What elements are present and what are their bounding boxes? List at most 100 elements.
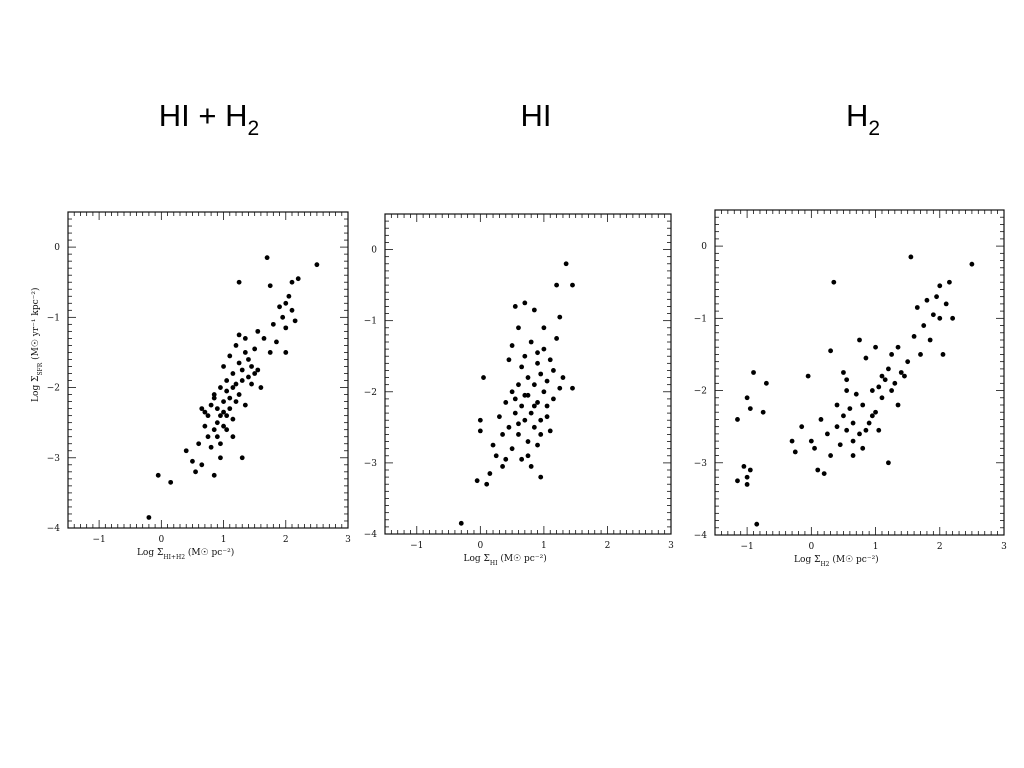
data-point [744,474,750,480]
data-point [283,300,289,306]
data-point [500,464,505,469]
data-point [246,374,251,380]
data-point [876,427,882,433]
data-point [554,336,559,341]
data-point [863,355,869,361]
data-point [792,449,798,455]
data-point [214,420,220,426]
y-tick-label: −3 [364,459,378,469]
data-point [286,293,292,299]
data-point [258,385,264,390]
data-point [289,279,295,285]
data-point [280,314,286,320]
data-point [824,431,830,437]
data-point [799,424,805,430]
plot-frame [384,213,672,535]
data-point [831,279,837,285]
y-tick-label: 0 [701,242,707,252]
minor-ticks [714,209,1005,536]
data-point [538,474,544,480]
data-point [277,304,282,310]
data-point [531,382,537,388]
data-point [930,312,936,318]
data-point [570,385,575,391]
data-point [522,353,528,359]
x-tick-label: 0 [158,535,164,545]
minor-ticks [67,211,349,529]
data-point [812,445,817,451]
data-point [458,520,464,526]
data-point [828,453,833,458]
data-point [528,464,534,469]
data-point [252,371,258,376]
data-point [866,420,872,426]
data-point [236,392,242,397]
data-point [249,381,254,387]
data-point [252,346,258,352]
data-point [563,261,569,267]
data-point [211,472,217,478]
y-tick-label: −1 [364,317,377,327]
heading-hi-h2: HI + H2 [158,98,260,140]
data-point [500,432,505,437]
data-point [828,348,833,354]
data-point [834,402,840,408]
data-point [918,352,923,357]
heading-h2: H2 [845,98,881,140]
data-point [477,428,483,434]
data-point [261,336,267,341]
data-point [902,373,907,379]
data-point [937,283,943,289]
data-point [221,364,226,369]
data-point [747,467,753,473]
data-point [535,360,540,366]
data-point [535,400,540,405]
data-point [493,453,499,459]
x-tick-label: 3 [668,541,674,551]
data-point [557,314,563,320]
data-point [239,367,245,373]
data-point [844,427,850,433]
data-point [741,463,747,469]
data-point [202,423,208,429]
data-point [193,469,198,475]
x-axis-label: Log ΣHI (M☉ pc⁻²) [464,553,547,567]
y-tick-label: 0 [54,243,60,253]
data-point [860,445,866,451]
y-tick-label: −3 [694,459,708,469]
data-point [531,403,537,409]
data-point [295,276,301,282]
data-point [233,343,239,348]
data-point [857,431,862,437]
data-point [924,297,930,303]
data-point [155,472,161,478]
x-tick-label: 1 [873,542,879,552]
data-point [512,396,518,402]
data-point [863,427,869,433]
data-point [789,438,795,444]
data-point [889,388,895,393]
data-point [879,373,885,379]
data-point [487,471,493,476]
data-point [895,402,901,408]
data-point [264,255,270,261]
data-point [208,444,214,450]
data-point [227,395,233,401]
data-point [869,413,875,419]
data-point [895,344,901,350]
data-point [869,388,875,393]
data-point [873,344,878,350]
data-point [850,420,856,426]
y-tick-label: −4 [364,530,378,540]
x-tick-label: −1 [740,542,753,552]
data-point [224,388,230,394]
data-point [751,370,756,375]
data-point [557,385,563,391]
data-point [844,388,850,393]
y-tick-label: −1 [47,313,60,323]
data-point [506,357,512,363]
data-point [211,392,217,397]
data-point [754,521,760,527]
data-point [224,378,230,383]
x-axis-label: Log ΣH2 (M☉ pc⁻²) [794,554,879,568]
